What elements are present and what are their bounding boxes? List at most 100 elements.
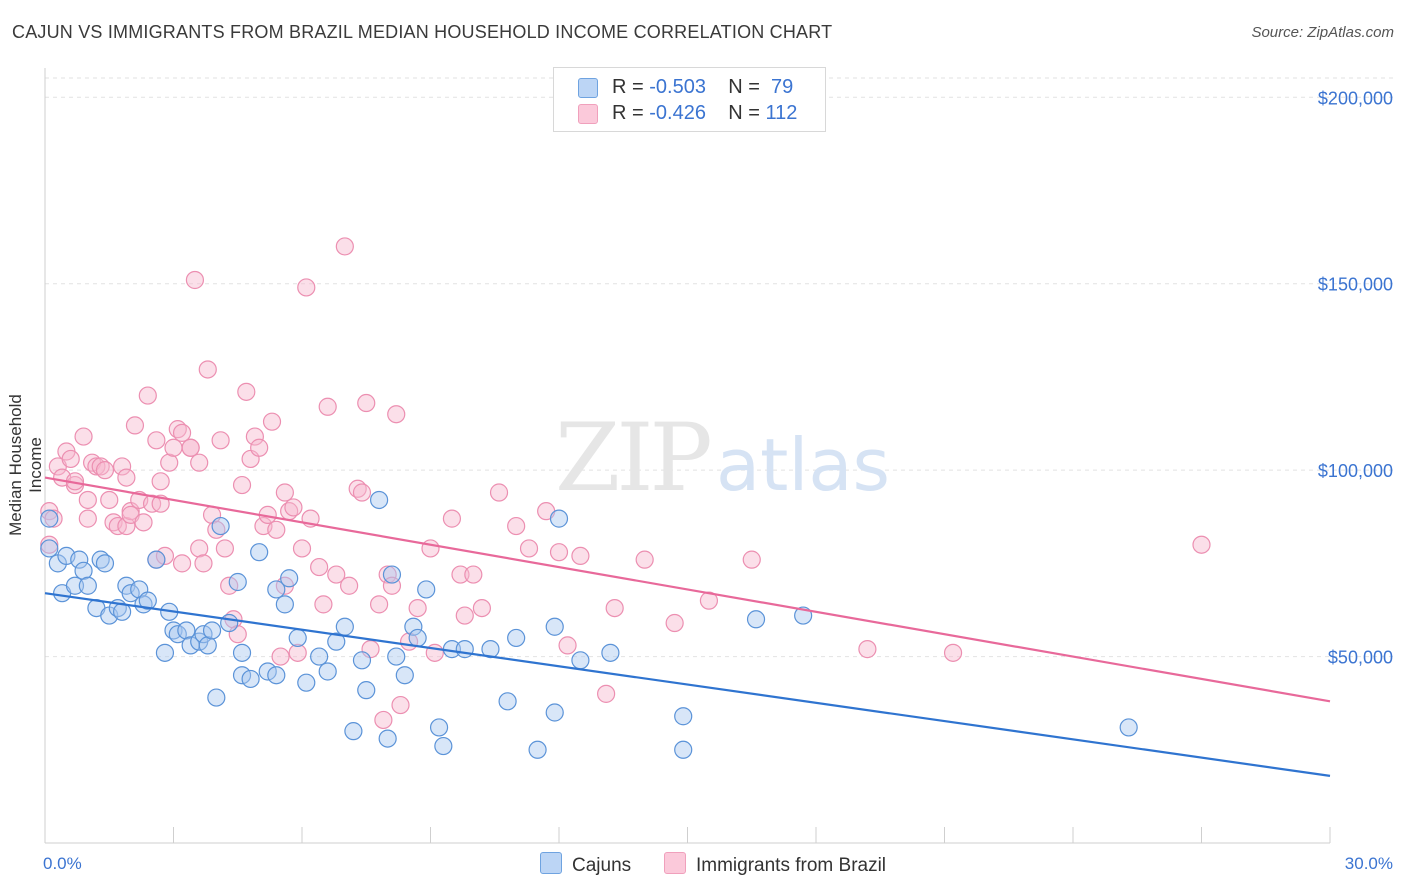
cajun-point bbox=[378, 729, 397, 748]
stats-legend: R = -0.503 N = 79 R = -0.426 N = 112 bbox=[553, 67, 826, 132]
brazil-point bbox=[172, 423, 192, 442]
cajun-point bbox=[74, 561, 93, 580]
brazil-point bbox=[138, 386, 157, 405]
legend-n-value: 79 bbox=[771, 76, 794, 98]
legend-r-value: -0.426 bbox=[649, 102, 706, 124]
y-tick-label: $150,000 bbox=[1318, 275, 1393, 295]
cajun-point bbox=[288, 628, 307, 648]
cajun-point bbox=[395, 666, 414, 685]
legend-r-label: R = bbox=[612, 76, 650, 98]
cajun-point bbox=[545, 617, 564, 636]
brazil-point bbox=[605, 598, 624, 618]
cajun-point bbox=[198, 636, 217, 655]
brazil-point bbox=[357, 393, 376, 413]
cajun-point bbox=[78, 576, 97, 595]
watermark-zip: ZIP bbox=[555, 404, 709, 513]
x-tick-label-max: 30.0% bbox=[1345, 854, 1393, 873]
brazil-point bbox=[597, 684, 616, 703]
cajun-point bbox=[207, 688, 226, 707]
cajun-point bbox=[267, 580, 286, 599]
cajun-point bbox=[1119, 718, 1138, 737]
cajun-point bbox=[202, 621, 222, 640]
brazil-point bbox=[489, 483, 509, 502]
cajun-point bbox=[228, 572, 247, 592]
brazil-point bbox=[472, 598, 491, 618]
legend-n-value: 112 bbox=[765, 102, 798, 124]
brazil-point bbox=[61, 449, 80, 469]
cajun-point bbox=[40, 509, 59, 528]
brazil-point bbox=[250, 438, 269, 457]
brazil-point bbox=[190, 539, 209, 558]
brazil-point bbox=[190, 453, 209, 472]
brazil-point bbox=[95, 461, 115, 480]
brazil-point bbox=[292, 539, 312, 558]
cajun-point bbox=[65, 576, 85, 595]
brazil-point bbox=[374, 710, 393, 730]
cajun-trend-line bbox=[44, 592, 1331, 777]
brazil-point bbox=[352, 483, 372, 502]
brazil-point bbox=[284, 498, 303, 517]
brazil-point bbox=[549, 543, 569, 562]
y-axis-label: Median Household Income bbox=[6, 394, 45, 536]
brazil-point bbox=[858, 640, 877, 659]
brazil-point bbox=[245, 427, 264, 446]
cajun-point bbox=[507, 628, 526, 648]
cajun-point bbox=[155, 643, 175, 662]
cajun-point bbox=[40, 539, 59, 558]
cajun-point bbox=[177, 621, 196, 640]
brazil-point bbox=[943, 643, 963, 662]
cajun-points bbox=[40, 490, 1138, 759]
brazil-point bbox=[198, 360, 217, 379]
cajun-point bbox=[528, 740, 547, 759]
y-tick-label: $200,000 bbox=[1318, 88, 1393, 108]
cajun-legend-swatch bbox=[540, 852, 562, 874]
cajun-point bbox=[382, 565, 402, 584]
brazil-point bbox=[340, 576, 359, 595]
cajun-point bbox=[545, 703, 564, 722]
legend-n-label: N = bbox=[728, 76, 766, 98]
gridlines bbox=[45, 77, 1393, 658]
brazil-trend-line bbox=[44, 476, 1331, 703]
cajun-point bbox=[571, 651, 590, 670]
cajun-point bbox=[318, 662, 337, 681]
cajun-point bbox=[232, 643, 252, 662]
brazil-point bbox=[181, 438, 200, 457]
brazil-point bbox=[125, 416, 145, 435]
brazil-legend-label: Immigrants from Brazil bbox=[696, 855, 887, 876]
brazil-point bbox=[215, 539, 234, 558]
chart-title: CAJUN VS IMMIGRANTS FROM BRAZIL MEDIAN H… bbox=[12, 22, 833, 42]
cajun-point bbox=[674, 707, 693, 726]
cajun-point bbox=[220, 613, 239, 633]
brazil-point bbox=[519, 539, 539, 558]
brazil-point bbox=[558, 636, 577, 655]
brazil-point bbox=[74, 427, 93, 446]
cajun-point bbox=[310, 647, 329, 666]
brazil-point bbox=[134, 513, 153, 532]
cajun-point bbox=[408, 628, 427, 648]
cajun-point bbox=[280, 569, 299, 588]
brazil-point bbox=[112, 457, 132, 476]
cajun-point bbox=[549, 509, 569, 528]
brazil-point bbox=[271, 647, 290, 666]
brazil-point bbox=[421, 539, 440, 558]
brazil-point bbox=[160, 453, 179, 472]
brazil-point bbox=[267, 520, 286, 539]
cajun-point bbox=[434, 736, 453, 756]
cajun-point bbox=[267, 666, 286, 685]
y-tick-label: $100,000 bbox=[1318, 461, 1393, 481]
cajun-point bbox=[601, 643, 620, 662]
legend-n-label: N = bbox=[728, 102, 766, 124]
cajun-point bbox=[404, 617, 423, 636]
cajun-point bbox=[211, 516, 230, 536]
brazil-legend-swatch bbox=[664, 852, 686, 874]
cajun-point bbox=[357, 681, 376, 700]
cajun-point bbox=[138, 591, 157, 610]
brazil-point bbox=[507, 516, 526, 536]
brazil-point bbox=[117, 516, 136, 536]
brazil-point bbox=[44, 509, 63, 528]
brazil-point bbox=[335, 237, 354, 256]
brazil-point bbox=[78, 490, 97, 510]
brazil-point bbox=[442, 509, 462, 528]
trend-lines bbox=[44, 476, 1331, 777]
cajun-point bbox=[417, 580, 436, 599]
